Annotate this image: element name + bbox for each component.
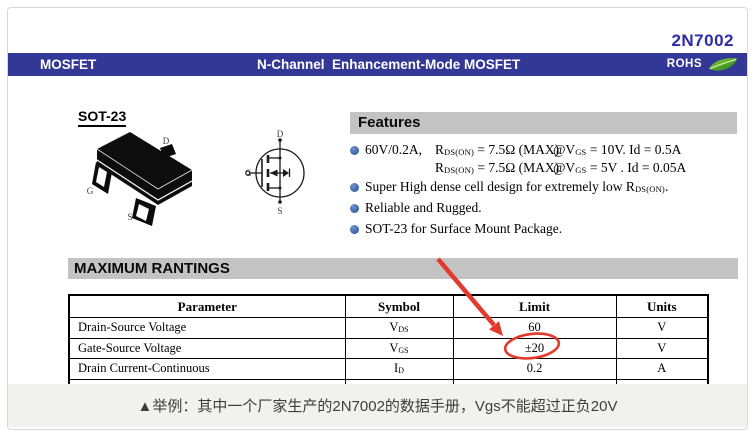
vgs-condition: @VGS = 10V. Id = 0.5A [553, 142, 682, 157]
symbol-cell: ID [344, 358, 454, 380]
units-cell: V [615, 337, 709, 359]
symbol-pin-s: S [277, 206, 282, 216]
max-ratings-header: MAXIMUM RANTINGS [68, 258, 738, 279]
pin-label-s: S [127, 212, 132, 222]
parameter-cell: Gate-Source Voltage [68, 337, 346, 359]
package-top-face [97, 132, 192, 189]
rohs-label: ROHS [666, 58, 702, 70]
page-frame: 2N7002 MOSFET N-Channel Enhancement-Mode… [7, 7, 748, 430]
feature-item-3: Reliable and Rugged. [350, 200, 482, 216]
caption-text: ▲举例：其中一个厂家生产的2N7002的数据手册，Vgs不能超过正负20V [137, 398, 618, 415]
bullet-icon [350, 145, 359, 155]
pin-label-g: G [87, 186, 94, 196]
feature-text: 60V/0.2A, [365, 142, 422, 157]
package-left-face [97, 149, 158, 205]
sot23-label: SOT-23 [78, 108, 127, 127]
feature-text: SOT-23 for Surface Mount Package. [365, 221, 563, 236]
mosfet-label: MOSFET [40, 57, 97, 72]
feature-text: Super High dense cell design for extreme… [365, 179, 669, 194]
symbol-pin-g: G [245, 168, 252, 178]
feature-text: Reliable and Rugged. [365, 200, 482, 215]
header-title: N-Channel Enhancement-Mode MOSFET [257, 57, 521, 72]
rds-on-spec: RDS(ON) = 7.5Ω (MAX) [435, 160, 560, 175]
sot23-package-drawing: D G S [87, 132, 193, 226]
table-row-vgs: Gate-Source Voltage VGS ±20 V [68, 337, 709, 359]
symbol-cell: VGS [344, 337, 454, 359]
col-symbol: Symbol [344, 294, 454, 318]
pin-label-d: D [163, 136, 170, 146]
header-bar: MOSFET N-Channel Enhancement-Mode MOSFET… [8, 53, 747, 76]
caption-bar: ▲举例：其中一个厂家生产的2N7002的数据手册，Vgs不能超过正负20V [8, 384, 747, 427]
body-diode [283, 169, 289, 177]
units-cell: A [615, 358, 709, 380]
ratings-table: Parameter Symbol Limit Units Drain-Sourc… [68, 294, 709, 384]
col-units: Units [615, 294, 709, 318]
symbol-pin-d: D [277, 130, 284, 139]
limit-cell: 0.2 [452, 358, 617, 380]
max-ratings-title: MAXIMUM RANTINGS [74, 260, 230, 277]
units-cell: V [615, 317, 709, 339]
mosfet-symbol: D G S [245, 130, 305, 216]
col-parameter: Parameter [68, 294, 346, 318]
table-row-id: Drain Current-Continuous ID 0.2 A [68, 358, 709, 380]
table-row-clipped [68, 378, 709, 384]
rohs-badge: ROHS [667, 55, 739, 73]
part-number: 2N7002 [671, 31, 734, 50]
feature-item-1: 60V/0.2A, RDS(ON) = 7.5Ω (MAX) @VGS = 10… [350, 142, 681, 158]
leaf-icon [708, 58, 738, 71]
feature-item-1b: RDS(ON) = 7.5Ω (MAX) @VGS = 5V . Id = 0.… [435, 160, 686, 176]
parameter-cell: Drain Current-Continuous [68, 358, 346, 380]
bullet-icon [350, 224, 359, 234]
rds-on-spec: RDS(ON) = 7.5Ω (MAX) [435, 142, 560, 157]
feature-item-2: Super High dense cell design for extreme… [350, 179, 668, 195]
col-limit: Limit [452, 294, 617, 318]
feature-item-4: SOT-23 for Surface Mount Package. [350, 221, 562, 237]
parameter-cell: Drain-Source Voltage [68, 317, 346, 339]
package-right-face [158, 170, 192, 205]
table-row-vds: Drain-Source Voltage VDS 60 V [68, 317, 709, 339]
limit-cell-highlighted: ±20 [452, 337, 617, 359]
bullet-icon [350, 203, 359, 213]
limit-cell: 60 [452, 317, 617, 339]
body-arrow [270, 169, 278, 177]
bullet-icon [350, 182, 359, 192]
features-header: Features [350, 112, 737, 134]
vgs-condition: @VGS = 5V . Id = 0.05A [553, 160, 687, 175]
features-title: Features [358, 114, 421, 131]
symbol-cell: VDS [344, 317, 454, 339]
table-header-row: Parameter Symbol Limit Units [68, 294, 709, 318]
ratings-table-wrap: Parameter Symbol Limit Units Drain-Sourc… [68, 294, 710, 384]
